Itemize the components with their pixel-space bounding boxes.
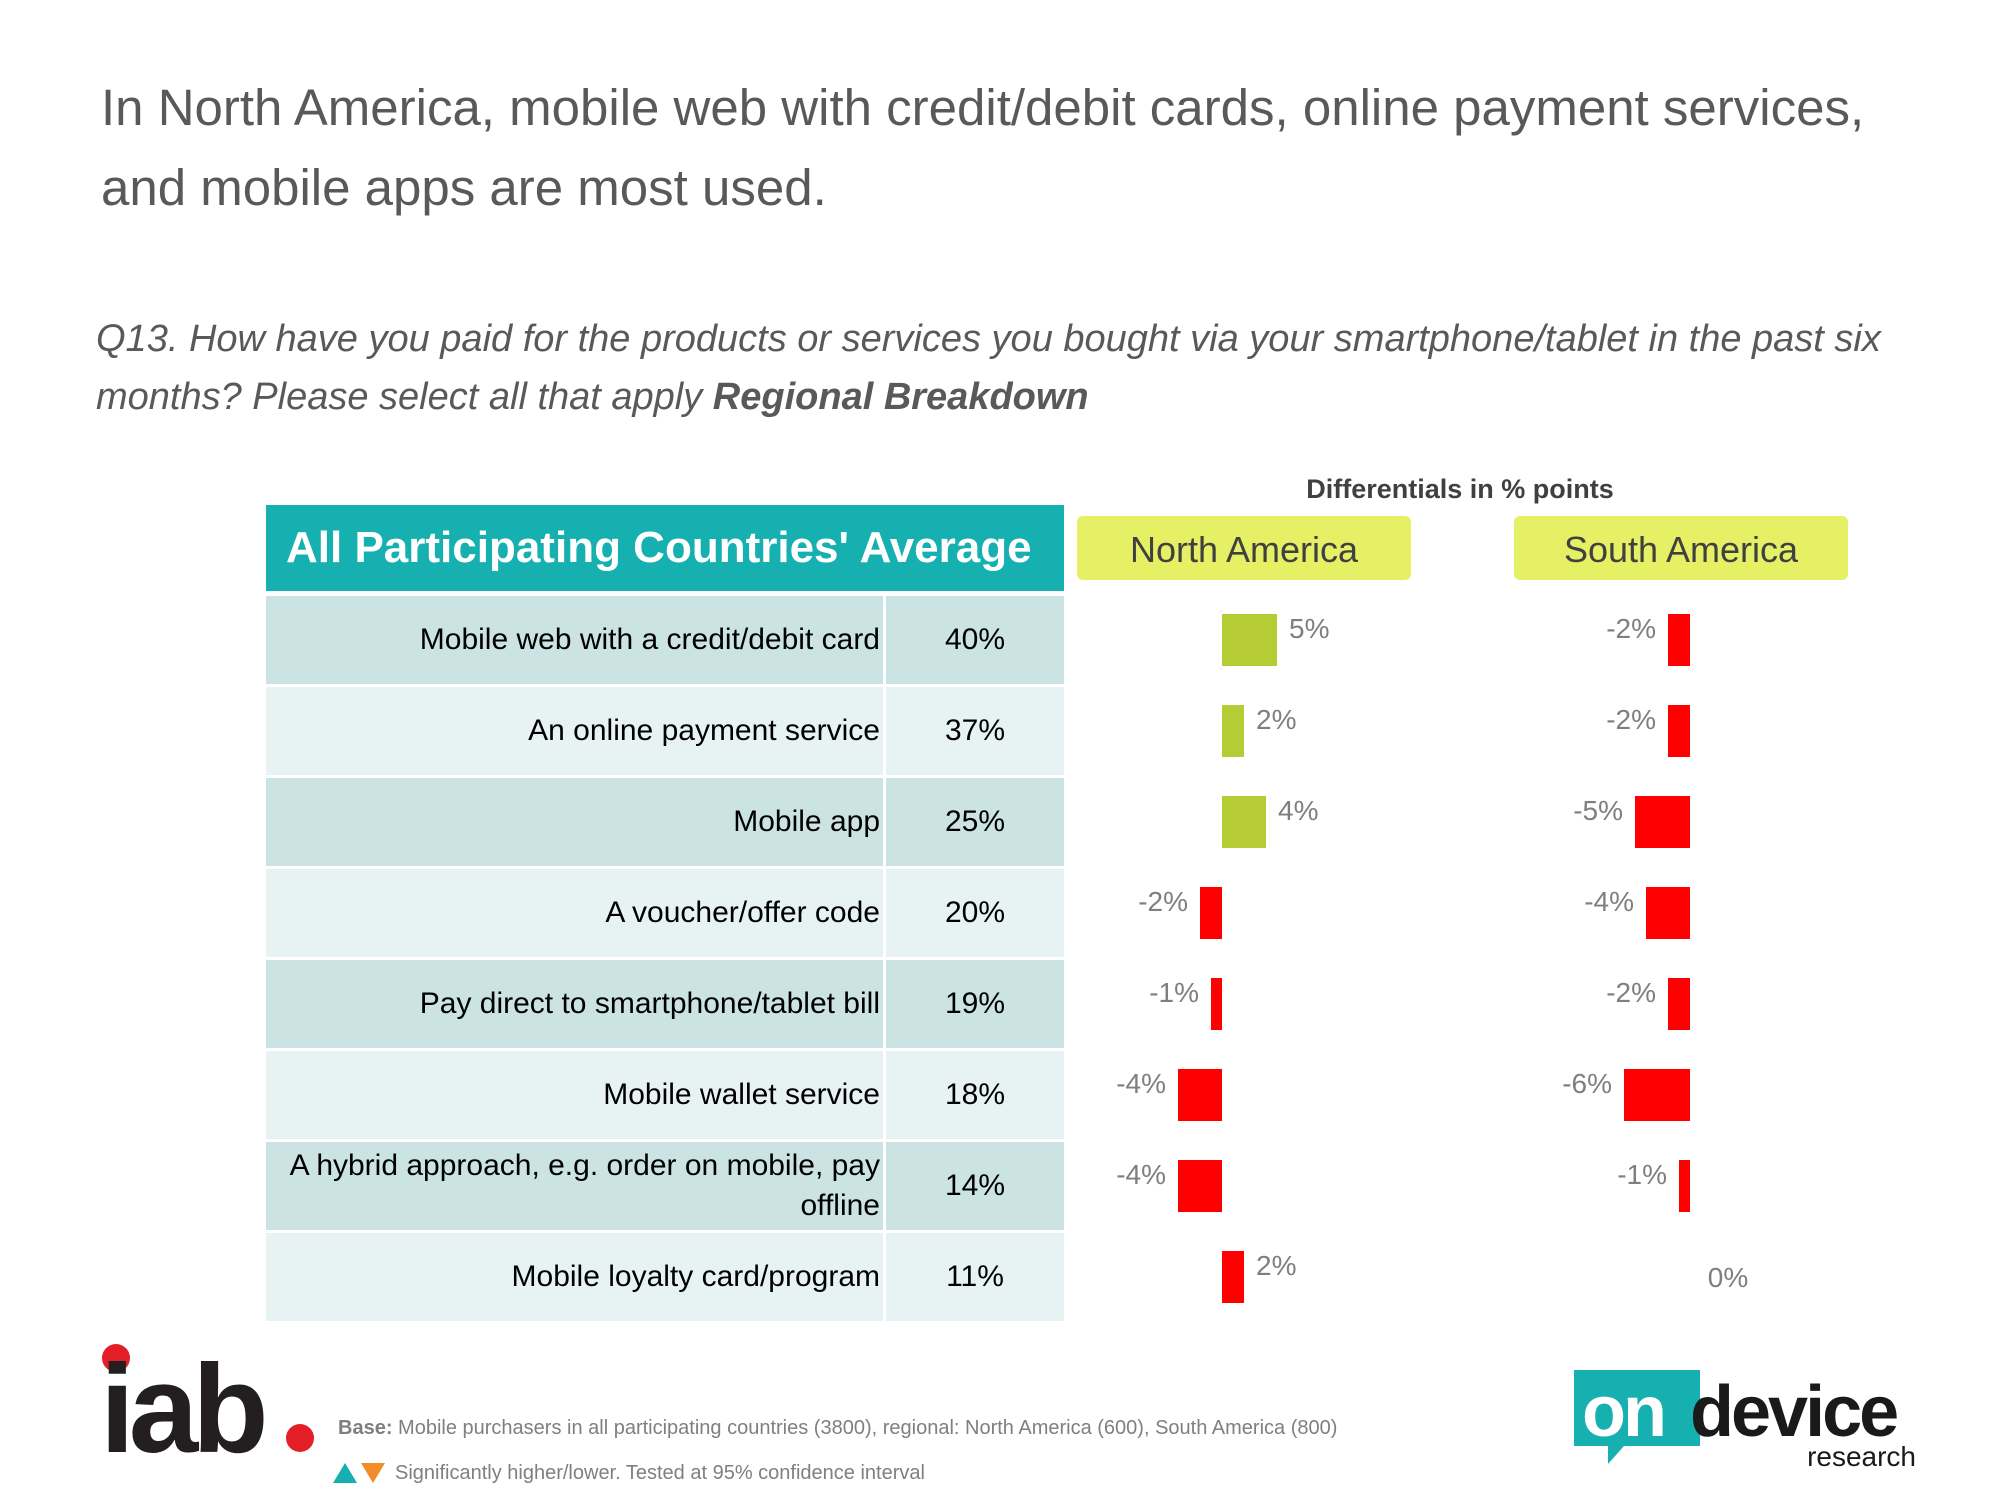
table-row: Mobile web with a credit/debit card 40%	[266, 596, 1064, 684]
north-america-bar	[1222, 1251, 1244, 1303]
south-america-bar	[1668, 614, 1690, 666]
base-note: Base: Mobile purchasers in all participa…	[338, 1417, 1337, 1440]
row-label: Pay direct to smartphone/tablet bill	[266, 960, 883, 1048]
row-value: 37%	[886, 687, 1064, 775]
south-america-bar-label: -5%	[1573, 795, 1623, 826]
north-america-bar-label: -2%	[1138, 886, 1188, 917]
south-america-bar	[1635, 796, 1690, 848]
row-value: 20%	[886, 869, 1064, 957]
base-text: Mobile purchasers in all participating c…	[392, 1417, 1338, 1439]
south-america-bar	[1668, 705, 1690, 757]
row-label: A voucher/offer code	[266, 869, 883, 957]
south-america-bar-label: -2%	[1606, 977, 1656, 1008]
row-value: 18%	[886, 1051, 1064, 1139]
row-value: 19%	[886, 960, 1064, 1048]
row-label: Mobile wallet service	[266, 1051, 883, 1139]
iab-logo: iab	[100, 1340, 314, 1455]
south-america-bar	[1668, 978, 1690, 1030]
north-america-bar	[1211, 978, 1222, 1030]
row-label: Mobile web with a credit/debit card	[266, 596, 883, 684]
question-emphasis: Regional Breakdown	[712, 376, 1089, 418]
headline: In North America, mobile web with credit…	[101, 79, 1865, 216]
row-value: 40%	[886, 596, 1064, 684]
north-america-bar	[1222, 796, 1266, 848]
south-america-bar-label: 0%	[1708, 1262, 1748, 1293]
table-row: Mobile loyalty card/program 11%	[266, 1233, 1064, 1321]
differentials-title: Differentials in % points	[1306, 474, 1614, 504]
table-row: A voucher/offer code 20%	[266, 869, 1064, 957]
north-america-bar-label: 4%	[1278, 795, 1318, 826]
significance-note: Significantly higher/lower. Tested at 95…	[333, 1461, 925, 1485]
south-america-bar-label: -6%	[1562, 1068, 1612, 1099]
north-america-bar	[1178, 1069, 1222, 1121]
ondevice-logo-research: research	[1807, 1441, 1916, 1472]
row-label: A hybrid approach, e.g. order on mobile,…	[266, 1142, 883, 1230]
north-america-bar-label: 2%	[1256, 704, 1296, 735]
row-value: 11%	[886, 1233, 1064, 1321]
ondevice-speech-bubble-icon	[1574, 1370, 1700, 1464]
question-body: Q13. How have you paid for the products …	[96, 318, 1881, 418]
north-america-bar-label: -4%	[1116, 1068, 1166, 1099]
row-label: An online payment service	[266, 687, 883, 775]
south-america-bar	[1624, 1069, 1690, 1121]
south-america-bar	[1646, 887, 1690, 939]
table-row: Mobile app 25%	[266, 778, 1064, 866]
north-america-bar	[1222, 705, 1244, 757]
row-value: 25%	[886, 778, 1064, 866]
question-text: Q13. How have you paid for the products …	[96, 310, 1966, 426]
average-table: Mobile web with a credit/debit card 40% …	[266, 596, 1064, 1324]
north-america-bar	[1200, 887, 1222, 939]
north-america-bar	[1178, 1160, 1222, 1212]
ondevice-research-logo: on device research	[1574, 1370, 1916, 1472]
north-america-bar-label: -1%	[1149, 977, 1199, 1008]
north-america-bar-label: -4%	[1116, 1159, 1166, 1190]
north-america-bar-label: 2%	[1256, 1250, 1296, 1281]
table-header: All Participating Countries' Average	[266, 505, 1064, 591]
ondevice-logo-device: device	[1690, 1372, 1897, 1452]
north-america-bar-label: 5%	[1289, 613, 1329, 644]
iab-logo-text: iab	[100, 1340, 264, 1455]
significance-triangles-icon	[333, 1463, 385, 1483]
south-america-bar-label: -2%	[1606, 704, 1656, 735]
region-header-north-america: North America	[1077, 516, 1411, 580]
table-row: Pay direct to smartphone/tablet bill 19%	[266, 960, 1064, 1048]
row-label: Mobile loyalty card/program	[266, 1233, 883, 1321]
north-america-bar	[1222, 614, 1277, 666]
region-header-south-america: South America	[1514, 516, 1848, 580]
table-row: A hybrid approach, e.g. order on mobile,…	[266, 1142, 1064, 1230]
table-row: Mobile wallet service 18%	[266, 1051, 1064, 1139]
south-america-bar-label: -2%	[1606, 613, 1656, 644]
significance-text: Significantly higher/lower. Tested at 95…	[395, 1461, 925, 1484]
south-america-bar	[1679, 1160, 1690, 1212]
base-label: Base:	[338, 1417, 393, 1439]
ondevice-logo-on: on	[1582, 1372, 1664, 1452]
row-label: Mobile app	[266, 778, 883, 866]
iab-logo-period	[286, 1424, 314, 1452]
table-row: An online payment service 37%	[266, 687, 1064, 775]
south-america-bar-label: -4%	[1584, 886, 1634, 917]
south-america-bar-label: -1%	[1617, 1159, 1667, 1190]
iab-logo-dot	[102, 1344, 130, 1372]
row-value: 14%	[886, 1142, 1064, 1230]
